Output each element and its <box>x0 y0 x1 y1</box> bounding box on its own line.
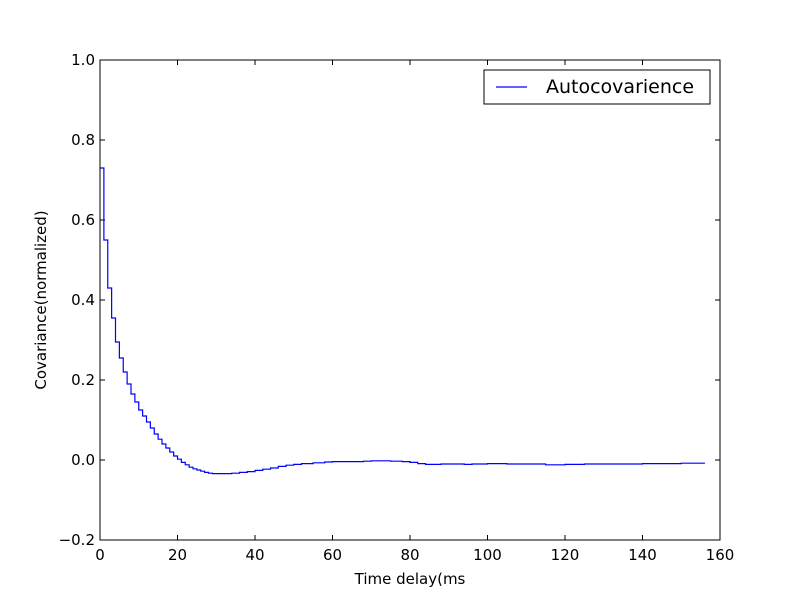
x-tick-label: 20 <box>168 546 187 564</box>
series-layer <box>100 167 706 475</box>
y-tick-label: 0.4 <box>71 291 95 309</box>
y-tick-label: 0.0 <box>71 451 95 469</box>
x-tick-label: 80 <box>400 546 419 564</box>
y-tick-label: 0.8 <box>71 131 95 149</box>
x-tick-label: 120 <box>551 546 580 564</box>
x-tick-label: 140 <box>628 546 657 564</box>
series-line-autocovarience <box>100 167 706 475</box>
y-tick-label: −0.2 <box>59 531 95 549</box>
y-axis-label: Covariance(normalized) <box>32 210 50 389</box>
x-tick-label: 100 <box>473 546 502 564</box>
x-tick-label: 160 <box>706 546 735 564</box>
y-tick-label: 1.0 <box>71 51 95 69</box>
x-tick-label: 40 <box>245 546 264 564</box>
plot-frame <box>99 59 721 541</box>
y-tick-label: 0.6 <box>71 211 95 229</box>
x-tick-label: 0 <box>95 546 105 564</box>
legend-label: Autocovarience <box>546 76 694 98</box>
tick-labels: 0 20 40 60 80 100 120 140 160 −0.2 0.0 0.2 0.4 0.6 0.8… <box>59 51 735 564</box>
x-tick-label: 60 <box>323 546 342 564</box>
x-axis-label: Time delay(ms <box>354 570 466 588</box>
plot-area <box>100 60 720 540</box>
y-tick-label: 0.2 <box>71 371 95 389</box>
legend: Autocovarience <box>483 69 711 105</box>
